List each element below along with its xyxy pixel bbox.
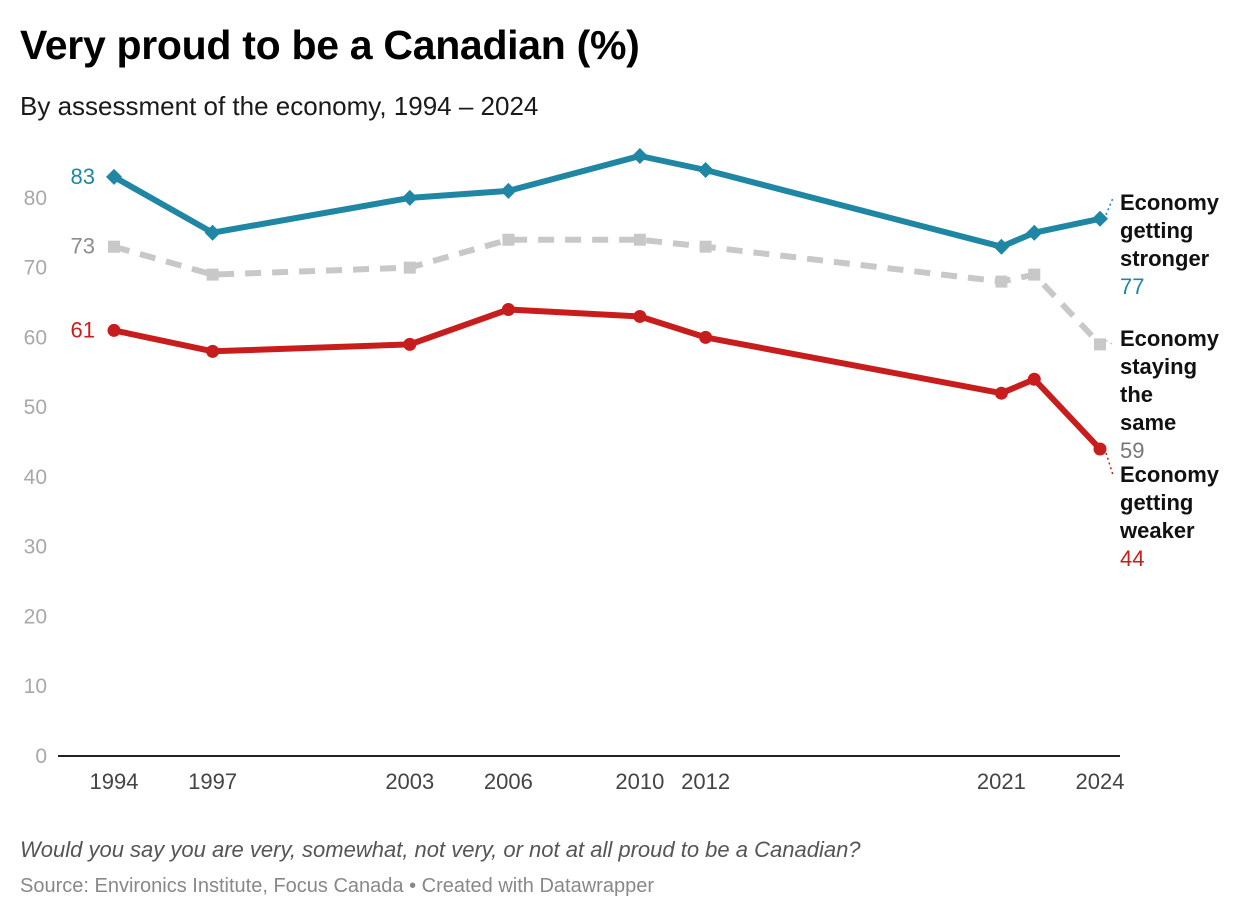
series-name-label: Economy [1120,326,1220,351]
series-end-value: 59 [1120,438,1144,463]
x-tick-label: 2003 [385,769,434,794]
series-economy-staying-the-same [108,233,1106,351]
x-axis: 1994 1997 2003 2006 2010 2012 2021 2024 [58,755,1125,794]
chart-subtitle: By assessment of the economy, 1994 – 202… [20,91,539,121]
label-connector [1105,339,1114,346]
data-point [697,161,714,178]
y-tick-label: 10 [24,675,47,698]
series-name-label: getting [1120,490,1193,515]
data-point [699,330,713,344]
line-chart: 0 10 20 30 40 50 60 70 80 1994 1997 2003 2006 2010 20… [24,148,1220,794]
data-point [1092,210,1108,227]
y-tick-label: 60 [24,326,47,349]
data-point [206,268,219,281]
series-line [111,306,1103,452]
series-name-label: Economy [1120,462,1220,487]
x-tick-label: 2010 [615,769,664,794]
series-labels: 83 Economy getting stronger 77 73 Economy stayi… [71,164,1220,571]
data-point [633,233,646,246]
y-tick-label: 70 [24,257,47,280]
x-tick-label: 2021 [977,769,1026,794]
data-point [995,275,1008,288]
data-point [1028,268,1041,281]
data-point [633,309,647,323]
series-line [111,153,1103,250]
data-point [993,238,1010,255]
data-point [403,261,416,274]
series-layer [106,148,1108,456]
x-tick-label: 1994 [90,769,139,794]
series-name-label: the [1120,382,1153,407]
data-point [206,344,220,358]
y-tick-label: 20 [24,605,47,628]
data-point [107,323,121,337]
series-name-label: getting [1120,218,1193,243]
data-point [106,168,122,185]
series-end-value: 77 [1120,274,1144,299]
series-line [113,236,1103,347]
series-name-label: Economy [1120,190,1220,215]
data-point [500,182,517,199]
data-point [403,337,417,351]
label-connector [1105,452,1114,476]
data-point [1026,224,1043,241]
x-tick-label: 2012 [681,769,730,794]
data-point [1094,338,1106,351]
y-tick-label: 50 [24,396,47,419]
y-tick-label: 40 [24,466,47,489]
data-point [994,386,1008,400]
series-economy-getting-stronger [106,148,1108,255]
series-name-label: stronger [1120,246,1210,271]
data-point [204,224,221,241]
data-point [631,148,648,164]
data-point [1093,442,1107,456]
series-name-label: weaker [1119,518,1195,543]
y-tick-label: 80 [24,187,47,210]
chart-title: Very proud to be a Canadian (%) [20,22,640,68]
x-tick-label: 2024 [1076,769,1125,794]
series-name-label: staying [1120,354,1197,379]
label-connector [1105,197,1114,216]
x-tick-label: 2006 [484,769,533,794]
series-economy-getting-weaker [107,302,1107,456]
y-tick-label: 30 [24,536,47,559]
x-tick-label: 1997 [188,769,237,794]
y-tick-label: 0 [35,745,47,768]
chart-source: Source: Environics Institute, Focus Cana… [20,875,654,897]
data-point [502,233,515,246]
data-point [401,189,418,206]
y-axis: 0 10 20 30 40 50 60 70 80 [24,187,47,768]
series-name-label: same [1120,410,1176,435]
series-start-label: 83 [71,164,95,189]
series-start-label: 73 [71,234,95,259]
data-point [501,302,515,316]
data-point [108,240,120,253]
data-point [699,240,712,253]
data-point [1027,372,1041,386]
series-start-label: 61 [71,317,95,342]
chart-notes: Would you say you are very, somewhat, no… [20,837,861,862]
series-end-value: 44 [1120,546,1144,571]
